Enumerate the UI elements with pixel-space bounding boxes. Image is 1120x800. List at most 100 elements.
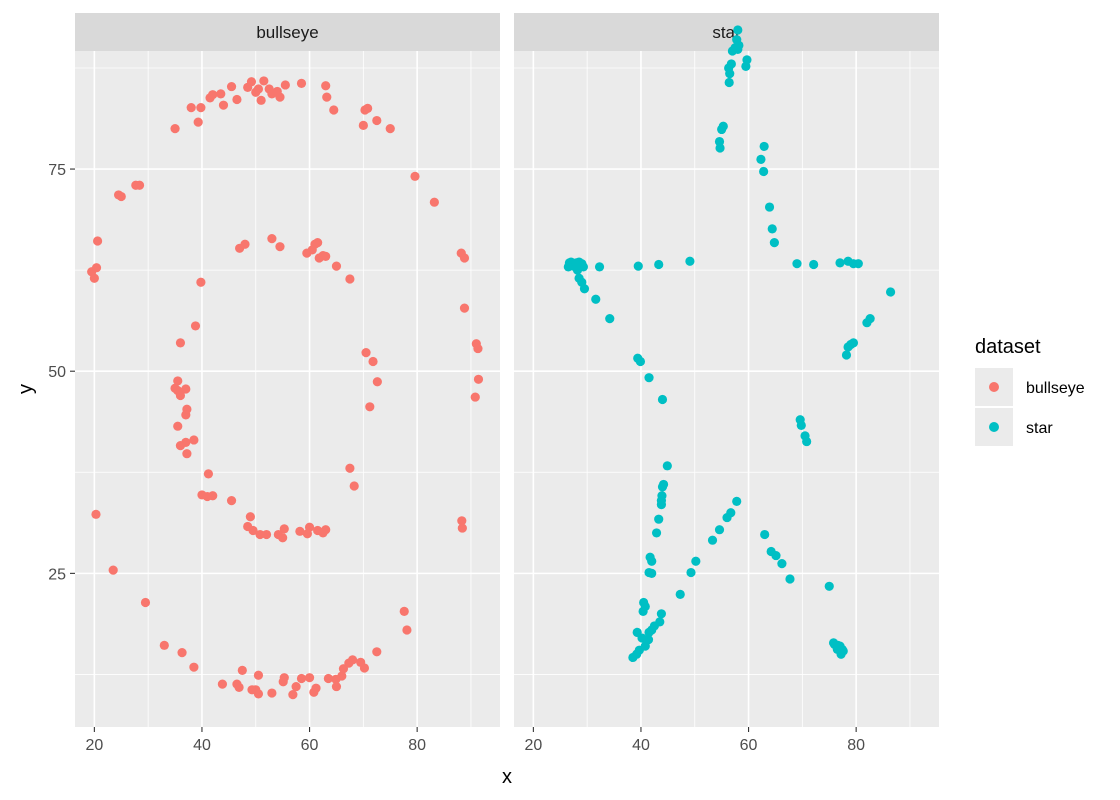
data-point-star	[654, 259, 664, 270]
panel-bullseye: bullseye	[75, 13, 500, 727]
data-point-bullseye	[182, 449, 192, 459]
data-point-star	[792, 259, 802, 269]
panel-star: star	[514, 13, 939, 727]
data-point-bullseye	[232, 679, 242, 689]
data-point-star	[654, 514, 664, 524]
data-point-star	[635, 356, 646, 367]
data-point-bullseye	[197, 490, 207, 500]
legend-label-bullseye: bullseye	[1026, 380, 1085, 397]
data-point-bullseye	[322, 92, 332, 102]
data-point-star	[764, 202, 775, 212]
data-point-bullseye	[92, 236, 103, 246]
data-point-bullseye	[321, 81, 331, 91]
data-point-star	[657, 482, 668, 492]
data-point-star	[633, 261, 643, 271]
data-point-bullseye	[331, 674, 341, 684]
legend: dataset bullseye star	[975, 336, 1085, 446]
legend-key-star	[989, 422, 999, 432]
data-point-star	[594, 262, 605, 272]
data-point-star	[563, 262, 573, 272]
data-point-star	[853, 259, 863, 269]
data-point-star	[733, 25, 743, 35]
data-point-bullseye	[216, 89, 226, 99]
data-point-star	[835, 258, 845, 268]
data-point-bullseye	[349, 481, 359, 491]
data-point-bullseye	[247, 685, 257, 695]
axes-layer: 20 40 60 80 20 40 60 80 25 50 75	[48, 162, 865, 754]
data-point-star	[885, 287, 896, 297]
data-point-bullseye	[309, 687, 319, 697]
data-point-bullseye	[345, 274, 355, 284]
y-tick-label: 25	[48, 566, 66, 583]
data-point-bullseye	[173, 421, 183, 431]
data-point-bullseye	[203, 469, 214, 479]
data-point-bullseye	[159, 640, 169, 650]
data-point-bullseye	[182, 404, 192, 414]
data-point-star	[756, 154, 766, 164]
data-point-bullseye	[331, 681, 342, 692]
strip-star	[514, 13, 939, 51]
data-point-bullseye	[410, 171, 420, 181]
data-point-star	[796, 420, 806, 430]
data-point-star	[647, 568, 657, 578]
data-point-star	[644, 373, 654, 383]
data-point-star	[777, 559, 787, 569]
data-point-star	[802, 436, 812, 447]
data-point-bullseye	[177, 648, 187, 658]
data-point-bullseye	[91, 509, 101, 519]
data-point-star	[717, 124, 727, 135]
data-point-star	[725, 69, 735, 79]
data-point-bullseye	[196, 103, 206, 113]
data-point-bullseye	[296, 78, 307, 88]
x-tick-label: 80	[408, 737, 426, 754]
data-point-star	[862, 318, 872, 328]
data-point-bullseye	[170, 383, 180, 393]
data-point-bullseye	[237, 665, 247, 675]
data-point-bullseye	[217, 679, 228, 689]
data-point-bullseye	[173, 376, 183, 386]
x-tick-label: 40	[193, 737, 211, 754]
data-point-star	[733, 44, 743, 54]
data-point-star	[771, 550, 781, 561]
y-tick-label: 75	[48, 162, 66, 179]
data-point-star	[644, 627, 654, 637]
data-point-bullseye	[368, 356, 378, 367]
data-point-star	[579, 284, 590, 294]
x-tick-label: 60	[301, 737, 319, 754]
data-point-bullseye	[288, 690, 298, 700]
data-point-bullseye	[175, 441, 186, 451]
data-point-bullseye	[363, 103, 373, 114]
data-point-bullseye	[457, 523, 467, 533]
strip-bullseye	[75, 13, 500, 51]
data-point-bullseye	[108, 565, 118, 575]
data-point-star	[685, 256, 695, 266]
data-point-bullseye	[313, 525, 323, 536]
data-point-bullseye	[372, 647, 382, 657]
x-tick-label: 20	[85, 737, 103, 754]
data-point-star	[572, 265, 583, 275]
data-point-bullseye	[255, 529, 265, 540]
data-point-bullseye	[345, 463, 355, 473]
data-point-star	[841, 350, 852, 360]
data-point-star	[686, 567, 696, 578]
data-point-bullseye	[186, 103, 196, 113]
data-point-star	[657, 394, 668, 405]
data-point-bullseye	[280, 80, 290, 90]
data-point-bullseye	[296, 673, 307, 684]
strip-label-bullseye: bullseye	[256, 23, 318, 42]
data-point-bullseye	[267, 688, 277, 698]
data-point-star	[832, 644, 842, 654]
data-point-star	[656, 609, 667, 619]
data-point-star	[785, 574, 795, 584]
data-point-bullseye	[356, 657, 366, 667]
data-point-bullseye	[429, 197, 439, 207]
data-point-bullseye	[273, 529, 283, 540]
legend-label-star: star	[1026, 420, 1053, 437]
data-point-bullseye	[193, 117, 203, 127]
x-axis-title: x	[502, 766, 512, 788]
data-point-bullseye	[232, 94, 242, 105]
data-point-star	[732, 496, 742, 506]
x-tick-label: 60	[740, 737, 758, 754]
data-point-bullseye	[313, 238, 323, 248]
